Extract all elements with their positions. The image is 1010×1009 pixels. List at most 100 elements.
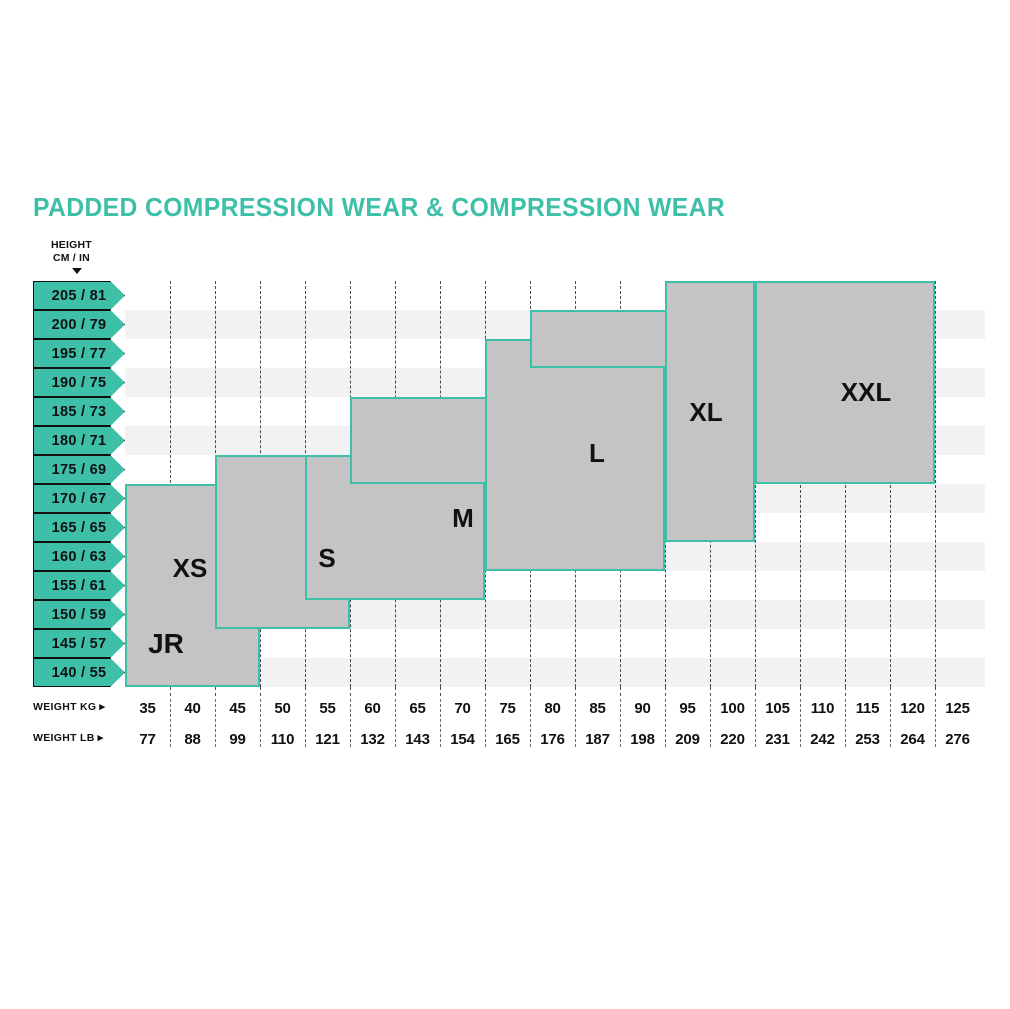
height-label-170: 170 / 67 [33,484,125,513]
height-label-190: 190 / 75 [33,368,125,397]
page-title: PADDED COMPRESSION WEAR & COMPRESSION WE… [33,192,726,222]
weight-axis-separator [350,699,351,747]
weight-axis-separator [440,699,441,747]
weight-kg-arrow-icon: ▸ [99,701,106,713]
weight-axis-separator [260,699,261,747]
grid-column-line [800,281,801,687]
weight-axis-tick [710,687,711,696]
weight-axis-tick [530,687,531,696]
weight-kg-value: 60 [364,700,381,717]
weight-axis-tick [260,687,261,696]
weight-axis-separator [215,699,216,747]
height-label-200: 200 / 79 [33,310,125,339]
weight-kg-value: 50 [274,700,291,717]
height-label-140: 140 / 55 [33,658,125,687]
down-arrow-icon [72,268,82,274]
grid-column-line [845,281,846,687]
weight-lb-value: 165 [495,731,520,748]
weight-axis-separator [620,699,621,747]
weight-kg-value: 40 [184,700,201,717]
weight-lb-value: 198 [630,731,655,748]
weight-axis-separator [305,699,306,747]
weight-axis-separator [800,699,801,747]
weight-axis-tick [440,687,441,696]
weight-kg-value: 95 [679,700,696,717]
weight-axis-tick [305,687,306,696]
height-label-175: 175 / 69 [33,455,125,484]
size-region-l[interactable] [485,339,665,571]
height-label-145: 145 / 57 [33,629,125,658]
weight-lb-value: 253 [855,731,880,748]
weight-axis-separator [755,699,756,747]
weight-kg-value: 65 [409,700,426,717]
weight-lb-label: WEIGHT LB [33,732,95,744]
weight-kg-value: 35 [139,700,156,717]
weight-axis-separator [395,699,396,747]
height-label-185: 185 / 73 [33,397,125,426]
weight-axis-tick [800,687,801,696]
height-label-150: 150 / 59 [33,600,125,629]
weight-lb-value: 220 [720,731,745,748]
weight-axis-tick [170,687,171,696]
height-label-205: 205 / 81 [33,281,125,310]
weight-axis-separator [845,699,846,747]
height-label-165: 165 / 65 [33,513,125,542]
weight-axis-tick [215,687,216,696]
height-label-155: 155 / 61 [33,571,125,600]
weight-kg-value: 80 [544,700,561,717]
weight-kg-value: 45 [229,700,246,717]
weight-kg-value: 75 [499,700,516,717]
height-caption-line2: CM / IN [52,252,90,264]
weight-axis-separator [710,699,711,747]
height-axis-caption: HEIGHT CM / IN [51,239,92,265]
grid-column-line [755,281,756,687]
weight-lb-caption: WEIGHT LB ▸ [33,731,103,744]
height-label-195: 195 / 77 [33,339,125,368]
weight-lb-value: 88 [184,731,201,748]
weight-axis-separator [935,699,936,747]
grid-column-line [890,281,891,687]
weight-lb-value: 143 [405,731,430,748]
weight-axis-tick [395,687,396,696]
height-label-160: 160 / 63 [33,542,125,571]
weight-axis-tick [845,687,846,696]
weight-axis-tick [755,687,756,696]
weight-axis-tick [575,687,576,696]
height-caption-line1: HEIGHT [51,239,92,251]
weight-axis-tick [620,687,621,696]
weight-axis-separator [665,699,666,747]
weight-kg-value: 105 [765,700,790,717]
weight-axis-separator [485,699,486,747]
weight-kg-value: 110 [810,700,835,717]
size-region-xxl[interactable] [755,281,935,484]
weight-axis-tick [935,687,936,696]
weight-axis-tick [350,687,351,696]
weight-lb-value: 264 [900,731,925,748]
weight-lb-value: 231 [765,731,790,748]
weight-lb-value: 176 [540,731,565,748]
weight-lb-value: 99 [229,731,246,748]
height-label-180: 180 / 71 [33,426,125,455]
weight-lb-arrow-icon: ▸ [97,732,104,744]
weight-lb-value: 209 [675,731,700,748]
weight-axis-separator [890,699,891,747]
weight-axis-tick [665,687,666,696]
weight-axis-separator [575,699,576,747]
weight-kg-value: 125 [945,700,970,717]
weight-lb-value: 276 [945,731,970,748]
grid-column-line [935,281,936,687]
grid-row [125,658,985,687]
weight-lb-value: 154 [450,731,475,748]
size-region-xl[interactable] [665,281,755,542]
weight-axis-separator [530,699,531,747]
weight-lb-value: 132 [360,731,385,748]
weight-kg-value: 70 [454,700,471,717]
weight-lb-value: 110 [270,731,295,748]
grid-row [125,629,985,658]
weight-kg-value: 90 [634,700,651,717]
weight-kg-label: WEIGHT KG [33,701,97,713]
weight-kg-value: 85 [589,700,606,717]
weight-lb-value: 187 [585,731,610,748]
weight-kg-value: 100 [720,700,745,717]
